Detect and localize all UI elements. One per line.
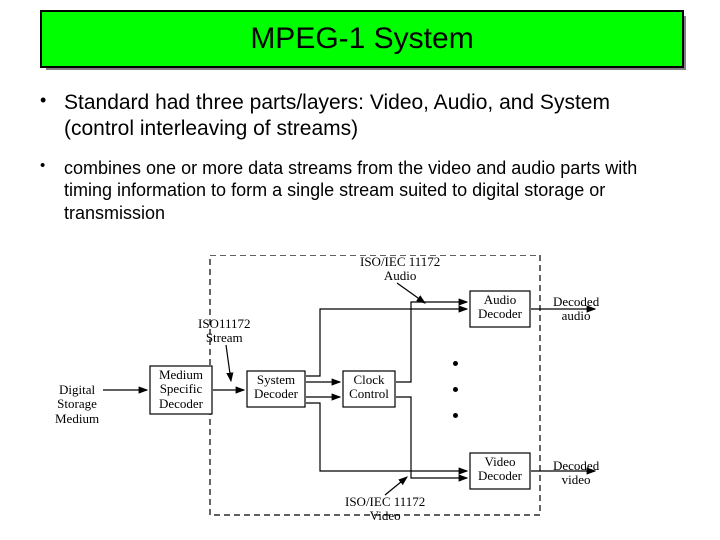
diagram-label: Decoded video [553, 459, 599, 488]
mpeg1-system-diagram: Medium Specific Decoder System Decoder Clo… [55, 255, 675, 525]
ellipsis-dot-icon [453, 413, 458, 418]
diagram-label: Decoded audio [553, 295, 599, 324]
diagram-label: ISO/IEC 11172 Video [345, 495, 425, 524]
diagram-box-label: Video Decoder [470, 455, 530, 484]
ellipsis-dot-icon [453, 387, 458, 392]
diagram-label: ISO/IEC 11172 Audio [360, 255, 440, 284]
diagram-box-label: System Decoder [247, 373, 305, 402]
diagram-label: Digital Storage Medium [55, 383, 99, 426]
title-box: MPEG-1 System [40, 10, 684, 68]
bullet-text: combines one or more data streams from t… [64, 157, 680, 225]
bullet-dot-icon: • [40, 90, 64, 143]
bullet-list: • Standard had three parts/layers: Video… [40, 90, 680, 238]
diagram-label: ISO11172 Stream [198, 317, 250, 346]
ellipsis-dot-icon [453, 361, 458, 366]
diagram-box-label: Audio Decoder [470, 293, 530, 322]
bullet-text: Standard had three parts/layers: Video, … [64, 90, 680, 143]
diagram-box-label: Clock Control [343, 373, 395, 402]
bullet-item: • combines one or more data streams from… [40, 157, 680, 225]
page-title: MPEG-1 System [250, 22, 473, 56]
bullet-dot-icon: • [40, 157, 64, 225]
diagram-box-label: Medium Specific Decoder [150, 368, 212, 411]
bullet-item: • Standard had three parts/layers: Video… [40, 90, 680, 143]
